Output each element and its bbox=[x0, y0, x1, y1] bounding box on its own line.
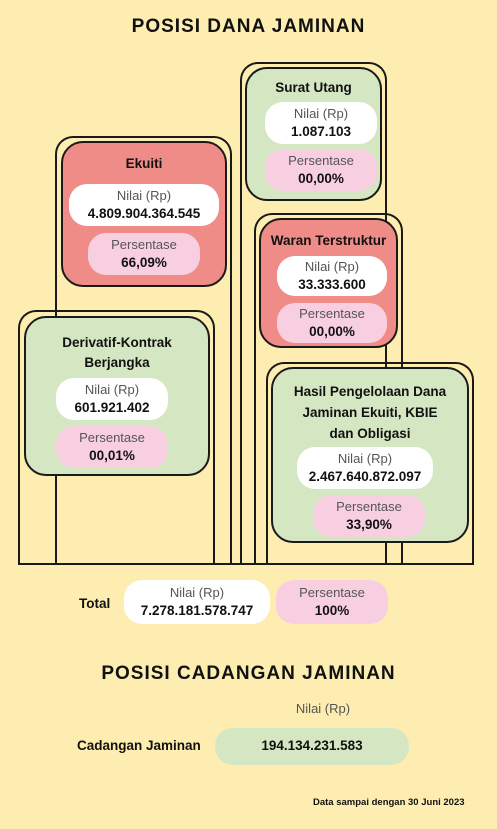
surat-utang-persen-value: 00,00% bbox=[298, 171, 344, 186]
total-nilai-label: Nilai (Rp) bbox=[169, 585, 225, 600]
waran-nilai-label: Nilai (Rp) bbox=[304, 259, 360, 274]
hasil-frame bbox=[266, 362, 474, 564]
surat-utang-nilai-pill: Nilai (Rp) 1.087.103 bbox=[265, 102, 377, 144]
derivatif-nilai-label: Nilai (Rp) bbox=[84, 382, 140, 397]
waran-persen-value: 00,00% bbox=[309, 324, 355, 339]
footnote: Data sampai dengan 30 Juni 2023 bbox=[313, 797, 465, 808]
surat-utang-persen-label: Persentase bbox=[288, 153, 354, 168]
cadangan-nilai-value: 194.134.231.583 bbox=[261, 738, 363, 753]
derivatif-title-2: Berjangka bbox=[84, 355, 150, 370]
ekuiti-nilai-value: 4.809.904.364.545 bbox=[87, 206, 201, 221]
baseline bbox=[18, 563, 474, 565]
total-label: Total bbox=[79, 596, 111, 611]
ekuiti-nilai-label: Nilai (Rp) bbox=[116, 188, 172, 203]
total-nilai-pill: Nilai (Rp) 7.278.181.578.747 bbox=[124, 580, 270, 624]
waran-persen-pill: Persentase 00,00% bbox=[277, 303, 387, 343]
total-persen-value: 100% bbox=[314, 603, 350, 618]
surat-utang-nilai-value: 1.087.103 bbox=[290, 124, 352, 139]
surat-utang-card: Surat Utang Nilai (Rp) 1.087.103 Persent… bbox=[245, 67, 382, 201]
hasil-persen-value: 33,90% bbox=[346, 517, 392, 532]
hasil-persen-label: Persentase bbox=[336, 499, 402, 514]
hasil-nilai-value: 2.467.640.872.097 bbox=[308, 469, 422, 484]
ekuiti-title: Ekuiti bbox=[125, 156, 163, 171]
cadangan-label: Cadangan Jaminan bbox=[77, 738, 201, 753]
cadangan-nilai-pill: 194.134.231.583 bbox=[215, 728, 409, 765]
hasil-card: Hasil Pengelolaan Dana Jaminan Ekuiti, K… bbox=[271, 367, 469, 543]
ekuiti-persen-pill: Persentase 66,09% bbox=[88, 233, 200, 275]
ekuiti-persen-value: 66,09% bbox=[121, 255, 167, 270]
derivatif-nilai-pill: Nilai (Rp) 601.921.402 bbox=[56, 378, 168, 420]
waran-persen-label: Persentase bbox=[299, 306, 365, 321]
hasil-title-1: Hasil Pengelolaan Dana bbox=[293, 384, 447, 399]
derivatif-persen-value: 00,01% bbox=[89, 448, 135, 463]
total-persen-label: Persentase bbox=[299, 585, 365, 600]
waran-card: Waran Terstruktur Nilai (Rp) 33.333.600 … bbox=[259, 218, 398, 348]
hasil-title-2: Jaminan Ekuiti, KBIE bbox=[302, 405, 438, 420]
derivatif-persen-pill: Persentase 00,01% bbox=[56, 426, 168, 468]
derivatif-frame bbox=[18, 310, 215, 564]
hasil-nilai-label: Nilai (Rp) bbox=[337, 451, 393, 466]
cadangan-nilai-label: Nilai (Rp) bbox=[295, 701, 351, 716]
ekuiti-card: Ekuiti Nilai (Rp) 4.809.904.364.545 Pers… bbox=[61, 141, 227, 287]
surat-utang-title: Surat Utang bbox=[275, 80, 352, 95]
hasil-title-3: dan Obligasi bbox=[329, 426, 411, 441]
waran-title: Waran Terstruktur bbox=[270, 233, 387, 248]
derivatif-title-1: Derivatif-Kontrak bbox=[62, 335, 172, 350]
derivatif-card: Derivatif-Kontrak Berjangka Nilai (Rp) 6… bbox=[24, 316, 210, 476]
ekuiti-nilai-pill: Nilai (Rp) 4.809.904.364.545 bbox=[69, 184, 219, 226]
derivatif-nilai-value: 601.921.402 bbox=[74, 400, 150, 415]
waran-nilai-value: 33.333.600 bbox=[298, 277, 366, 292]
total-persen-pill: Persentase 100% bbox=[276, 580, 388, 624]
waran-nilai-pill: Nilai (Rp) 33.333.600 bbox=[277, 256, 387, 296]
surat-utang-persen-pill: Persentase 00,00% bbox=[265, 149, 377, 191]
cadangan-title: POSISI CADANGAN JAMINAN bbox=[101, 663, 396, 684]
hasil-persen-pill: Persentase 33,90% bbox=[313, 495, 425, 537]
page-title: POSISI DANA JAMINAN bbox=[131, 16, 366, 37]
total-nilai-value: 7.278.181.578.747 bbox=[140, 603, 254, 618]
hasil-nilai-pill: Nilai (Rp) 2.467.640.872.097 bbox=[297, 447, 433, 489]
ekuiti-persen-label: Persentase bbox=[111, 237, 177, 252]
surat-utang-nilai-label: Nilai (Rp) bbox=[293, 106, 349, 121]
derivatif-persen-label: Persentase bbox=[79, 430, 145, 445]
